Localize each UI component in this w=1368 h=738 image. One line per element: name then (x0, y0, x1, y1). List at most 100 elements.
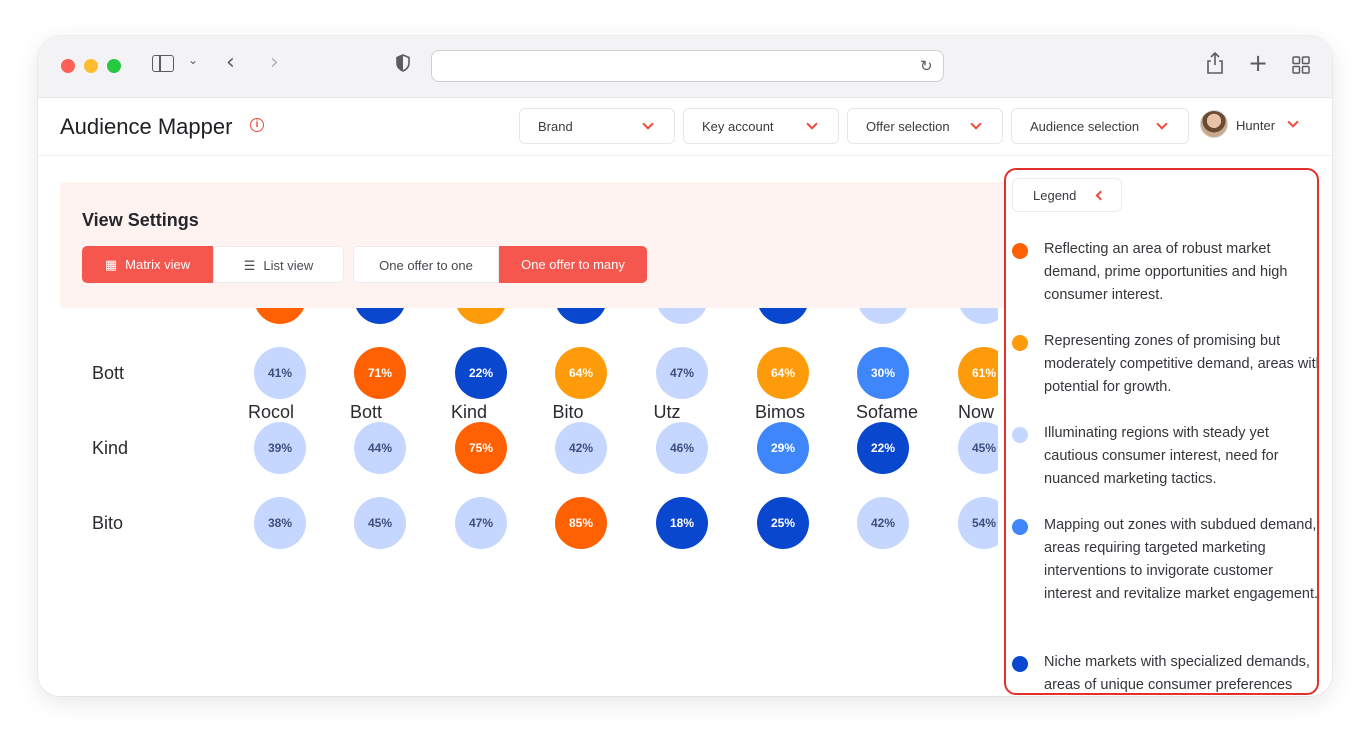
matrix-cell[interactable]: 45% (354, 497, 406, 549)
chevron-down-icon (1156, 118, 1168, 130)
column-header: Sofame (855, 402, 919, 422)
browser-toolbar: ⌄ ‹ › ↻ + (38, 36, 1332, 98)
legend-color-dot (1012, 656, 1028, 672)
matrix-cell[interactable]: 45% (958, 422, 998, 474)
one-offer-to-many-label: One offer to many (521, 257, 625, 272)
matrix-cell[interactable]: 85% (555, 497, 607, 549)
matrix-cell[interactable]: 70% (254, 308, 306, 324)
sidebar-toggle-icon[interactable] (152, 55, 174, 72)
legend-toggle-button[interactable]: Legend (1012, 178, 1122, 212)
legend-color-dot (1012, 243, 1028, 259)
list-view-label: List view (263, 258, 314, 273)
new-tab-icon[interactable]: + (1248, 49, 1269, 77)
matrix-cell[interactable]: 42% (857, 497, 909, 549)
column-header: Bott (349, 402, 383, 422)
column-header: Rocol (247, 402, 295, 422)
column-header: Now (957, 402, 995, 422)
matrix-cell[interactable]: 47% (656, 347, 708, 399)
matrix-cell[interactable]: 22% (857, 422, 909, 474)
legend-description: Reflecting an area of robust market dema… (1044, 241, 1288, 303)
matrix-cell[interactable]: 26% (757, 308, 809, 324)
column-header: Utz (653, 402, 681, 422)
audience-matrix: Rocol Bott Kind Bito Utz Bimos Sofame No… (38, 308, 998, 696)
row-header: Bito (92, 513, 124, 533)
matrix-cell[interactable]: 64% (757, 347, 809, 399)
legend-description: Representing zones of promising but mode… (1044, 333, 1319, 395)
brand-dropdown[interactable]: Brand (519, 108, 675, 144)
brand-dropdown-label: Brand (538, 119, 573, 134)
view-settings-panel: View Settings ▦ Matrix view ☰ List view On… (60, 182, 1020, 308)
matrix-cell[interactable]: 46% (857, 308, 909, 324)
app-content: Audience Mapper i Brand Key account Offe… (38, 98, 1332, 696)
matrix-cell[interactable]: 47% (455, 497, 507, 549)
reload-icon[interactable]: ↻ (920, 57, 933, 75)
legend-color-dot (1012, 335, 1028, 351)
matrix-cell[interactable]: 42% (555, 422, 607, 474)
matrix-cell[interactable]: 41% (254, 347, 306, 399)
one-offer-to-many-button[interactable]: One offer to many (499, 246, 647, 283)
forward-icon[interactable]: › (270, 50, 279, 75)
legend-description: Niche markets with specialized demands, … (1044, 654, 1310, 693)
matrix-cell[interactable]: 23% (555, 308, 607, 324)
legend-description: Illuminating regions with steady yet cau… (1044, 425, 1279, 487)
matrix-cell[interactable]: 64% (555, 347, 607, 399)
matrix-cell[interactable]: 30% (857, 347, 909, 399)
matrix-cell[interactable]: 47% (958, 308, 998, 324)
tab-overview-icon[interactable] (1292, 56, 1310, 78)
legend-color-dot (1012, 427, 1028, 443)
privacy-shield-icon[interactable] (396, 54, 410, 72)
matrix-cell[interactable]: 39% (254, 422, 306, 474)
column-header: Bito (552, 402, 584, 422)
row-header: Kind (92, 438, 129, 458)
matrix-cell[interactable]: 44% (354, 422, 406, 474)
user-name[interactable]: Hunter (1236, 118, 1276, 133)
offer-selection-dropdown-label: Offer selection (866, 119, 950, 134)
address-bar[interactable]: ↻ (431, 50, 944, 82)
key-account-dropdown-label: Key account (702, 119, 774, 134)
row-header: Quadrifoglio (92, 308, 189, 309)
one-offer-to-one-button[interactable]: One offer to one (353, 246, 499, 283)
chevron-down-icon (642, 118, 654, 130)
grid-icon: ▦ (104, 258, 118, 273)
audience-selection-dropdown[interactable]: Audience selection (1011, 108, 1189, 144)
chevron-down-icon (970, 118, 982, 130)
matrix-cell[interactable]: 18% (656, 497, 708, 549)
one-offer-to-one-label: One offer to one (379, 258, 473, 273)
chevron-left-icon (1095, 190, 1106, 201)
matrix-cell[interactable]: 61% (958, 347, 998, 399)
matrix-cell[interactable]: 38% (254, 497, 306, 549)
matrix-cell[interactable]: 29% (757, 422, 809, 474)
row-header: Bott (92, 363, 125, 383)
page-title: Audience Mapper (60, 114, 233, 139)
chevron-down-icon[interactable]: ⌄ (188, 53, 199, 67)
list-icon: ☰ (243, 259, 256, 274)
share-icon[interactable] (1206, 51, 1224, 78)
view-settings-title: View Settings (82, 210, 199, 230)
matrix-cell[interactable]: 71% (354, 347, 406, 399)
matrix-cell[interactable]: 75% (455, 422, 507, 474)
matrix-cell[interactable]: 46% (656, 422, 708, 474)
matrix-cell[interactable]: 25% (757, 497, 809, 549)
matrix-cell[interactable]: 21% (354, 308, 406, 324)
matrix-view-button[interactable]: ▦ Matrix view (82, 246, 213, 283)
user-menu-chevron-icon[interactable] (1287, 116, 1299, 128)
legend-description: Mapping out zones with subdued demand, a… (1044, 517, 1319, 602)
matrix-cell[interactable]: 40% (656, 308, 708, 324)
user-avatar[interactable] (1200, 110, 1228, 138)
app-header: Audience Mapper i Brand Key account Offe… (38, 98, 1332, 156)
audience-selection-dropdown-label: Audience selection (1030, 119, 1140, 134)
close-window-button[interactable] (61, 59, 75, 73)
zoom-window-button[interactable] (107, 59, 121, 73)
key-account-dropdown[interactable]: Key account (683, 108, 839, 144)
back-icon[interactable]: ‹ (226, 50, 235, 75)
column-header: Kind (450, 402, 488, 422)
minimize-window-button[interactable] (84, 59, 98, 73)
matrix-cell[interactable]: 59% (455, 308, 507, 324)
offer-selection-dropdown[interactable]: Offer selection (847, 108, 1003, 144)
legend-button-label: Legend (1033, 188, 1077, 203)
list-view-button[interactable]: ☰ List view (213, 246, 344, 283)
info-icon[interactable]: i (250, 118, 264, 132)
matrix-cell[interactable]: 54% (958, 497, 998, 549)
browser-window: ⌄ ‹ › ↻ + Audience Mapper i Brand Key ac… (38, 36, 1332, 696)
matrix-cell[interactable]: 22% (455, 347, 507, 399)
